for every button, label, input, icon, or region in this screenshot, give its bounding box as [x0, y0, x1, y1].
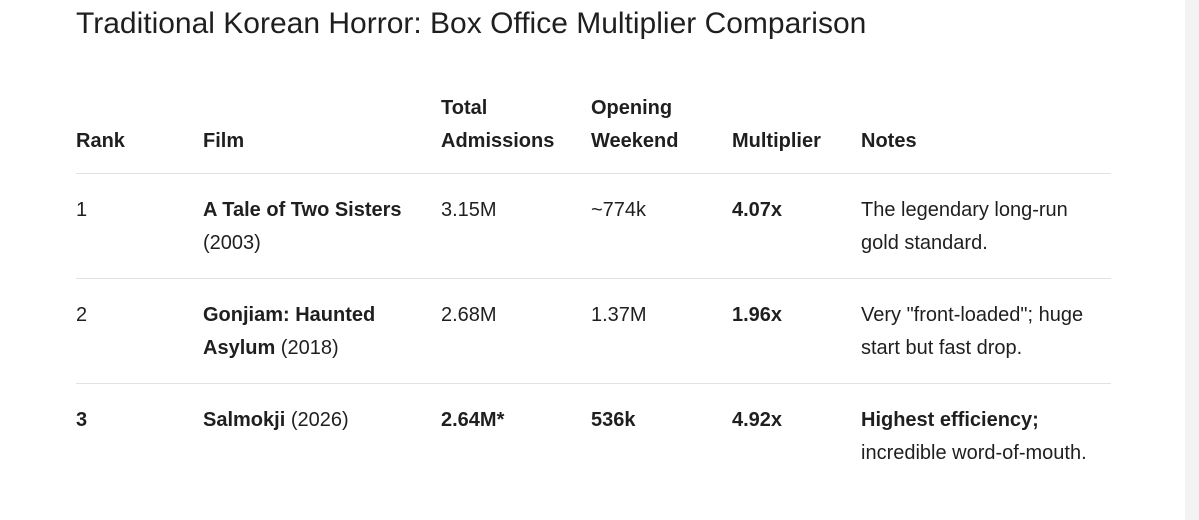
- column-header-film: Film: [203, 130, 245, 152]
- column-header-opening-line1: Opening: [591, 97, 673, 119]
- rank-cell: 2: [76, 304, 88, 326]
- opening-weekend-cell: ~774k: [591, 199, 647, 221]
- total-admissions-cell: 2.64M*: [441, 409, 505, 431]
- notes-text: Very "front-loaded"; huge start but fast…: [861, 304, 1084, 359]
- column-header-multiplier: Multiplier: [732, 130, 821, 152]
- notes-cell: Highest efficiency; incredible word-of-m…: [861, 384, 1111, 489]
- opening-weekend-cell: 536k: [591, 409, 636, 431]
- film-title: Gonjiam: Haunted Asylum: [203, 304, 376, 359]
- film-cell: Salmokji (2026): [203, 384, 441, 489]
- comparison-table: Rank Film Total Admissions Opening Weekend…: [76, 92, 1111, 488]
- page-title: Traditional Korean Horror: Box Office Mu…: [76, 7, 867, 40]
- column-header-rank: Rank: [76, 130, 125, 152]
- film-year: (2003): [203, 232, 261, 254]
- film-year: (2018): [275, 337, 339, 359]
- multiplier-cell: 4.07x: [732, 199, 783, 221]
- film-title: Salmokji: [203, 409, 286, 431]
- notes-cell: The legendary long-run gold standard.: [861, 174, 1111, 279]
- notes-text: incredible word-of-mouth.: [861, 442, 1087, 464]
- column-header-total-line2: Admissions: [441, 130, 555, 152]
- notes-text: The legendary long-run gold standard.: [861, 199, 1068, 254]
- table-row: 1 A Tale of Two Sisters (2003) 3.15M ~77…: [76, 174, 1111, 279]
- film-cell: A Tale of Two Sisters (2003): [203, 174, 441, 279]
- multiplier-cell: 1.96x: [732, 304, 783, 326]
- notes-cell: Very "front-loaded"; huge start but fast…: [861, 279, 1111, 384]
- film-title: A Tale of Two Sisters: [203, 199, 402, 221]
- total-admissions-cell: 3.15M: [441, 199, 497, 221]
- column-header-total-line1: Total: [441, 97, 488, 119]
- film-cell: Gonjiam: Haunted Asylum (2018): [203, 279, 441, 384]
- notes-bold: Highest efficiency;: [861, 409, 1039, 431]
- header-row: Rank Film Total Admissions Opening Weekend…: [76, 92, 1111, 174]
- film-year: (2026): [285, 409, 349, 431]
- column-header-opening-weekend: Opening Weekend: [591, 92, 732, 174]
- table-row: 2 Gonjiam: Haunted Asylum (2018) 2.68M 1…: [76, 279, 1111, 384]
- opening-weekend-cell: 1.37M: [591, 304, 647, 326]
- multiplier-cell: 4.92x: [732, 409, 783, 431]
- table-row: 3 Salmokji (2026) 2.64M* 536k 4.92x High…: [76, 384, 1111, 489]
- column-header-notes: Notes: [861, 130, 917, 152]
- rank-cell: 3: [76, 409, 88, 431]
- column-header-opening-line2: Weekend: [591, 130, 679, 152]
- right-edge-strip: [1185, 0, 1199, 520]
- total-admissions-cell: 2.68M: [441, 304, 497, 326]
- rank-cell: 1: [76, 199, 88, 221]
- column-header-total-admissions: Total Admissions: [441, 92, 591, 174]
